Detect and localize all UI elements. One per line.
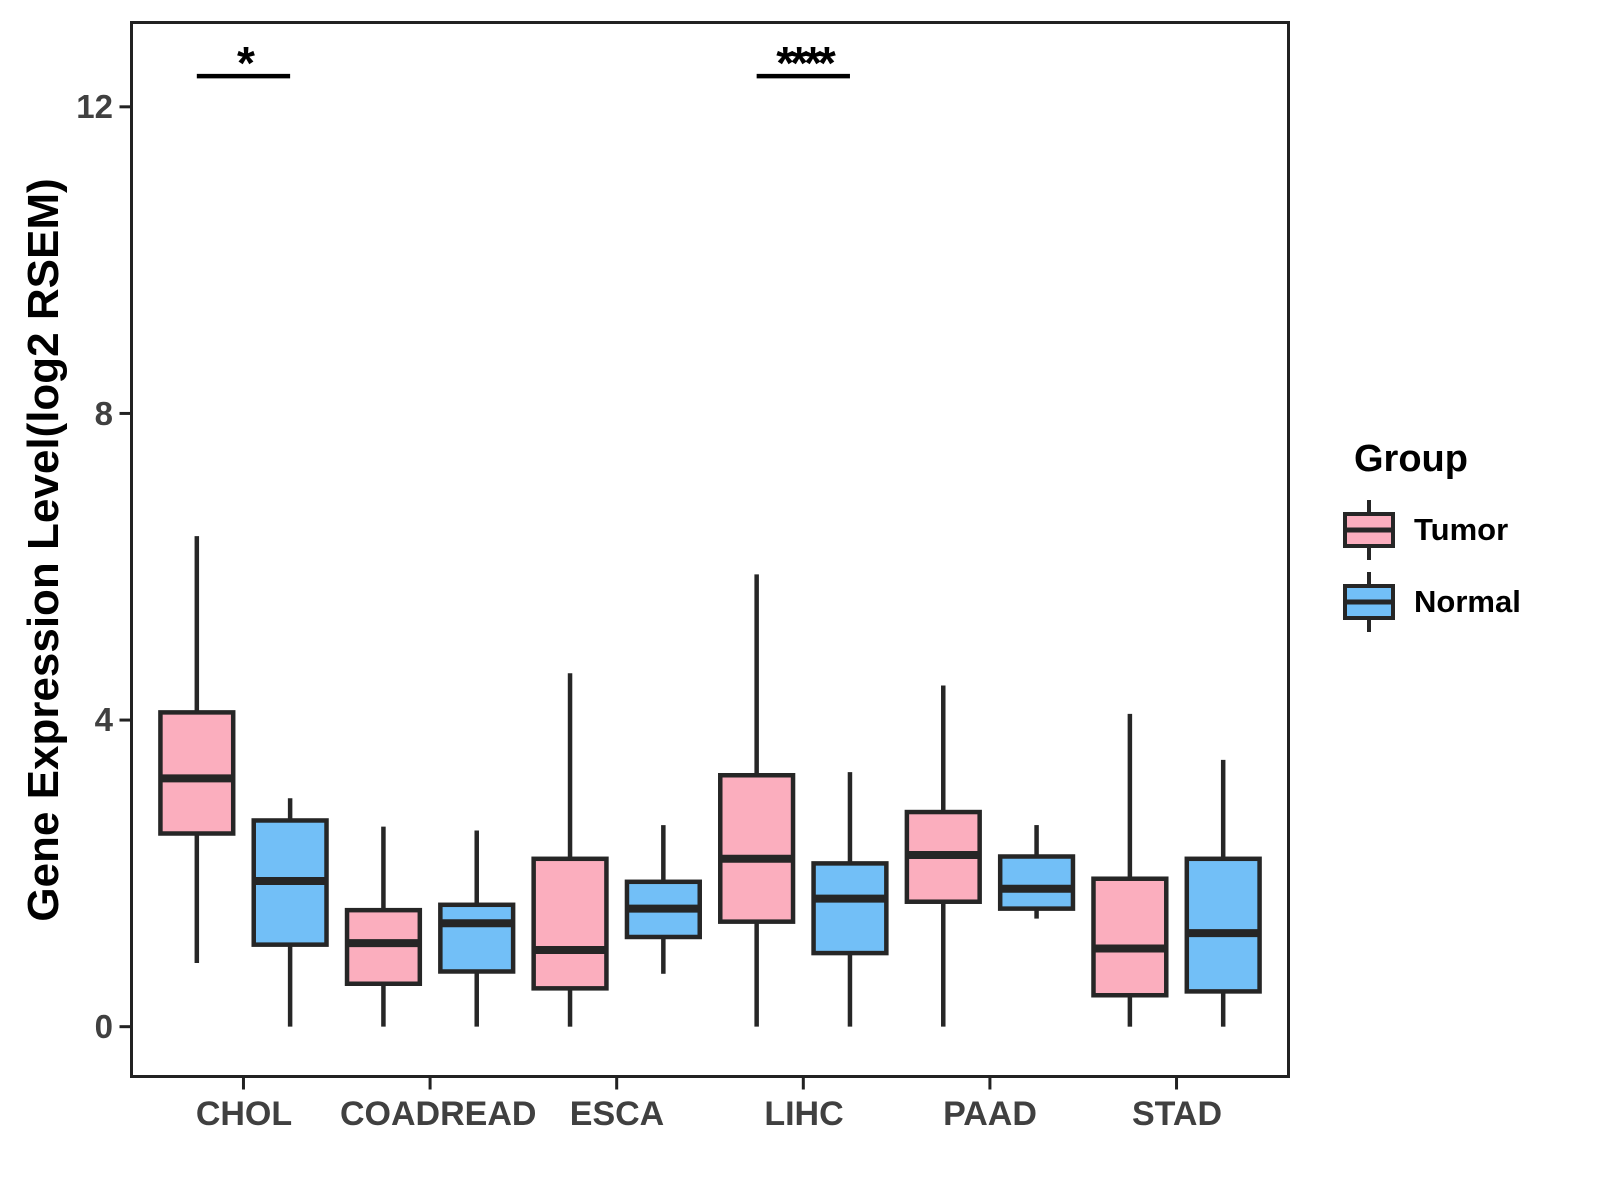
y-tick-label-4: 4 — [94, 701, 113, 738]
box-normal-paad — [997, 854, 1076, 911]
x-tick-label-paad: PAAD — [943, 1095, 1037, 1133]
boxplot-key-icon — [1343, 572, 1395, 632]
x-tick-label-esca: ESCA — [569, 1095, 665, 1133]
significance-label-lihc: **** — [776, 37, 836, 89]
y-tick-label-0: 0 — [94, 1008, 113, 1045]
box-normal-coadread — [438, 902, 516, 974]
legend-label-normal: Normal — [1414, 584, 1521, 619]
box-tumor-stad — [1091, 876, 1169, 998]
y-axis-title: Gene Expression Level(log2 RSEM) — [19, 178, 68, 922]
legend-entry-normal: Normal — [1340, 569, 1590, 635]
x-tick-label-coadread: COADREAD — [340, 1095, 537, 1133]
boxplot-key-icon — [1343, 500, 1395, 560]
x-tick-label-lihc: LIHC — [764, 1095, 844, 1133]
box-tumor-lihc — [718, 772, 796, 924]
legend-label-tumor: Tumor — [1414, 512, 1509, 547]
box-normal-stad — [1184, 856, 1262, 994]
legend-title: Group — [1354, 438, 1468, 480]
box-tumor-esca — [531, 856, 609, 991]
y-tick-label-8: 8 — [94, 395, 113, 432]
box-tumor-chol — [158, 710, 236, 836]
x-tick-label-stad: STAD — [1131, 1095, 1223, 1133]
significance-label-chol: * — [237, 37, 255, 89]
y-tick-label-12: 12 — [76, 88, 113, 125]
x-tick-label-chol: CHOL — [195, 1095, 293, 1133]
box-normal-lihc — [811, 861, 889, 956]
legend: Group Tumor Normal — [1340, 438, 1590, 641]
panel-border — [130, 21, 1290, 1078]
legend-entry-tumor: Tumor — [1340, 497, 1590, 563]
